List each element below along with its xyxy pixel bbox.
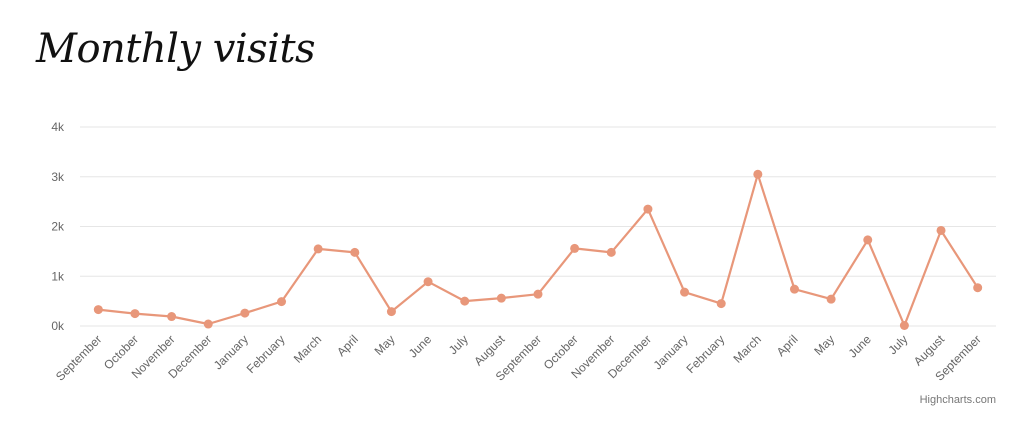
data-point[interactable] bbox=[277, 297, 287, 307]
data-point[interactable] bbox=[643, 204, 653, 214]
data-point[interactable] bbox=[460, 296, 470, 306]
data-point[interactable] bbox=[93, 305, 103, 315]
data-point[interactable] bbox=[533, 289, 543, 299]
data-point[interactable] bbox=[973, 283, 983, 293]
x-tick-label: July bbox=[446, 332, 471, 357]
data-point[interactable] bbox=[313, 244, 323, 254]
data-point[interactable] bbox=[936, 225, 946, 235]
data-point[interactable] bbox=[423, 277, 433, 287]
chart-title: Monthly visits bbox=[36, 26, 316, 72]
data-point[interactable] bbox=[240, 308, 250, 318]
data-point[interactable] bbox=[203, 319, 213, 329]
data-point[interactable] bbox=[350, 247, 360, 257]
y-axis: 0k 1k 2k 3k 4k bbox=[51, 120, 65, 333]
data-point[interactable] bbox=[496, 293, 506, 303]
x-tick-label: September bbox=[53, 332, 104, 383]
data-point[interactable] bbox=[753, 169, 763, 179]
x-tick-label: February bbox=[683, 332, 727, 376]
data-point[interactable] bbox=[863, 235, 873, 245]
credits-link[interactable]: Highcharts.com bbox=[919, 394, 996, 406]
x-axis: SeptemberOctoberNovemberDecemberJanuaryF… bbox=[53, 332, 984, 384]
data-point[interactable] bbox=[680, 287, 690, 297]
y-tick-label: 2k bbox=[51, 220, 65, 234]
grid-lines bbox=[80, 126, 996, 327]
data-point[interactable] bbox=[606, 247, 616, 257]
y-tick-label: 1k bbox=[51, 269, 65, 283]
data-point[interactable] bbox=[899, 321, 909, 331]
x-tick-label: June bbox=[846, 332, 875, 361]
x-tick-label: April bbox=[774, 332, 801, 359]
y-tick-label: 0k bbox=[51, 319, 65, 333]
data-point[interactable] bbox=[570, 243, 580, 253]
x-tick-label: May bbox=[372, 332, 398, 358]
series-group bbox=[93, 169, 983, 331]
x-tick-label: May bbox=[811, 332, 837, 358]
data-point[interactable] bbox=[386, 307, 396, 317]
y-tick-label: 4k bbox=[51, 120, 65, 134]
data-point[interactable] bbox=[167, 312, 177, 322]
x-tick-label: March bbox=[730, 332, 763, 365]
data-point[interactable] bbox=[789, 284, 799, 294]
data-point[interactable] bbox=[826, 294, 836, 304]
x-tick-label: March bbox=[291, 332, 324, 365]
data-point[interactable] bbox=[130, 309, 140, 319]
x-tick-label: June bbox=[406, 332, 435, 361]
x-tick-label: July bbox=[886, 332, 911, 357]
x-tick-label: February bbox=[244, 332, 288, 376]
series-line bbox=[97, 173, 979, 327]
data-point[interactable] bbox=[716, 299, 726, 309]
x-tick-label: April bbox=[334, 332, 361, 359]
y-tick-label: 3k bbox=[51, 170, 65, 184]
